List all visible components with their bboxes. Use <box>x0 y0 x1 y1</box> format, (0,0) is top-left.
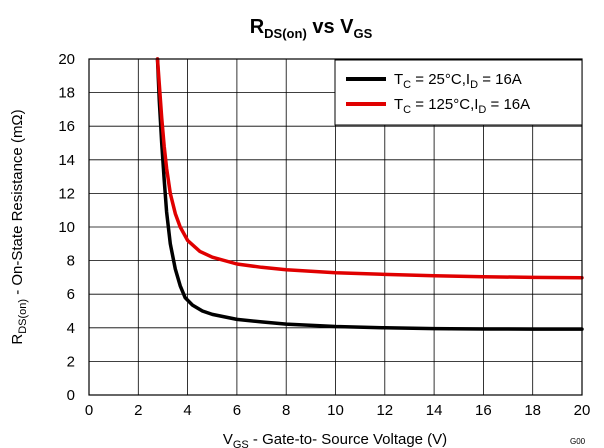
x-tick-label: 10 <box>327 402 344 419</box>
plot-frame <box>88 58 583 396</box>
x-tick-label: 0 <box>85 402 93 419</box>
series-line-0 <box>155 57 584 331</box>
y-tick-label: 12 <box>58 185 75 202</box>
figure-id: G00 <box>570 437 586 446</box>
series-layer <box>155 57 584 331</box>
y-axis-label: RDS(on) - On-State Resistance (mΩ) <box>9 109 29 344</box>
y-tick-label: 4 <box>67 320 75 337</box>
x-tick-label: 16 <box>475 402 492 419</box>
x-tick-label: 14 <box>426 402 443 419</box>
y-tick-label: 10 <box>58 219 75 236</box>
x-tick-label: 8 <box>282 402 290 419</box>
x-tick-label: 6 <box>233 402 241 419</box>
y-tick-label: 0 <box>67 387 75 404</box>
y-tick-label: 16 <box>58 118 75 135</box>
legend-label-125c: TC = 125°C,ID = 16A <box>394 96 530 116</box>
series-line-1 <box>155 57 584 280</box>
x-tick-label: 20 <box>574 402 591 419</box>
x-tick-label: 4 <box>183 402 191 419</box>
y-tick-label: 6 <box>67 286 75 303</box>
x-axis-label: VGS - Gate-to- Source Voltage (V) <box>223 431 447 448</box>
x-tick-label: 12 <box>376 402 393 419</box>
x-tick-label: 2 <box>134 402 142 419</box>
x-tick-label: 18 <box>524 402 541 419</box>
chart-title: RDS(on) vs VGS <box>250 16 373 41</box>
y-tick-label: 8 <box>67 253 75 270</box>
y-tick-label: 20 <box>58 51 75 68</box>
y-tick-label: 18 <box>58 85 75 102</box>
y-tick-label: 14 <box>58 152 75 169</box>
tick-labels: 0 2 4 6 8 10 12 14 16 18 20 0 2 4 6 8 10 12 14 16 18 20 <box>58 51 590 419</box>
legend-box <box>334 59 583 126</box>
legend-label-25c: TC = 25°C,ID = 16A <box>394 71 522 91</box>
legend: TC = 25°C,ID = 16A TC = 125°C,ID = 16A <box>334 59 583 126</box>
y-tick-label: 2 <box>67 353 75 370</box>
